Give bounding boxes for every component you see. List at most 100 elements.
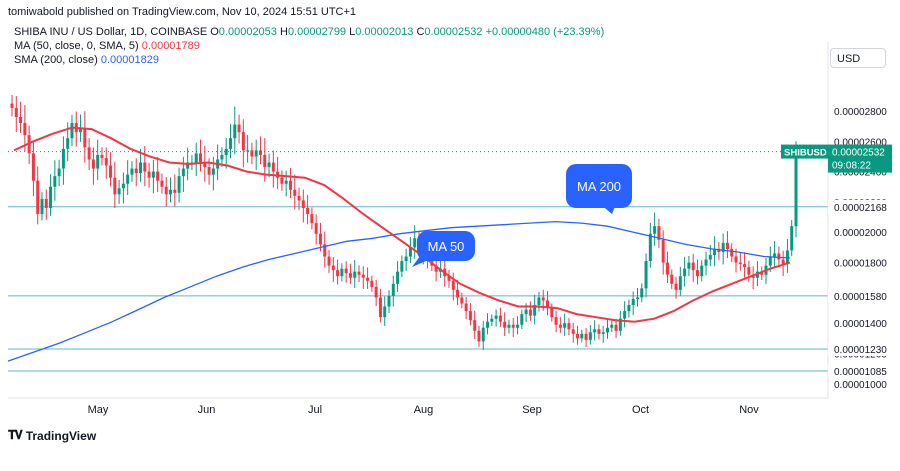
candle-body: [781, 259, 785, 265]
candle-body: [327, 256, 331, 266]
candle-body: [554, 317, 558, 325]
high-value: 0.00002799: [287, 26, 347, 38]
candle-body: [790, 226, 794, 251]
candle-body: [164, 186, 168, 195]
candle-body: [511, 324, 515, 328]
candle-body: [760, 271, 764, 275]
close-value: 0.00002532: [424, 26, 483, 38]
sma200-line: [7, 220, 791, 362]
candle-body: [357, 271, 361, 275]
candle-body: [40, 198, 44, 215]
candle-body: [220, 154, 224, 160]
candle-body: [121, 183, 125, 189]
candle-body: [344, 268, 348, 274]
candle-body: [126, 174, 130, 184]
level-label: 0.00001230: [834, 345, 887, 356]
symbol-tag-bg: [781, 144, 828, 159]
candle-body: [683, 268, 687, 277]
symbol-legend: SHIBA INU / US Dollar, 1D, COINBASE O0.0…: [14, 26, 604, 38]
candle-body: [280, 177, 284, 184]
candle-body: [533, 305, 537, 316]
candle-body: [494, 315, 498, 319]
candle-body: [537, 297, 541, 306]
candle-body: [203, 162, 207, 168]
currency-button[interactable]: USD: [830, 48, 886, 68]
candle-body: [580, 333, 584, 339]
ma50-legend[interactable]: MA (50, close, 0, SMA, 5) 0.00001789: [14, 40, 200, 52]
candle-body: [323, 244, 327, 257]
sma200-legend[interactable]: SMA (200, close) 0.00001829: [14, 54, 159, 66]
tradingview-logo-icon: 𝐓𝐕: [8, 428, 23, 442]
candle-body: [601, 332, 605, 334]
x-tick-label: Aug: [414, 404, 434, 416]
candle-body: [597, 329, 601, 334]
candle-body: [224, 148, 228, 155]
candle-body: [284, 180, 288, 184]
candle-body: [173, 189, 177, 193]
candle-body: [156, 171, 160, 181]
candle-body: [199, 153, 203, 163]
change-value: +0.00000480 (+23.39%): [485, 26, 605, 38]
candle-body: [314, 223, 318, 234]
candle-body: [100, 154, 104, 158]
y-tick-label: 0.00002600: [834, 137, 887, 148]
candle-body: [237, 124, 241, 133]
candle-body: [588, 332, 592, 340]
last-price-bg: [828, 144, 892, 173]
candle-body: [447, 276, 451, 281]
candle-body: [61, 148, 65, 169]
candle-body: [773, 253, 777, 257]
candle-body: [353, 271, 357, 278]
countdown-timer: 09:08:22: [832, 161, 871, 172]
candle-body: [83, 129, 87, 148]
candle-body: [66, 138, 70, 149]
candle-body: [408, 247, 412, 257]
candle-body: [370, 280, 374, 287]
candle-body: [657, 226, 661, 240]
candle-body: [670, 274, 674, 284]
y-tick-label: 0.00001800: [834, 259, 887, 270]
candle-body: [177, 176, 181, 193]
candle-body: [378, 297, 382, 318]
candle-body: [563, 323, 567, 328]
close-label: C: [416, 26, 425, 38]
low-label: L: [349, 26, 356, 38]
candle-body: [434, 265, 438, 272]
candle-body: [211, 168, 215, 175]
candle-body: [143, 162, 147, 172]
candle-body: [79, 129, 83, 133]
candle-body: [541, 297, 545, 301]
candle-body: [233, 124, 237, 139]
y-tick-label: 0.00002000: [834, 228, 887, 239]
candle-body: [340, 268, 344, 277]
level-label-bg: [828, 341, 892, 356]
candle-body: [293, 189, 297, 196]
candle-body: [558, 324, 562, 328]
callout-label: MA 50: [428, 239, 465, 254]
candle-body: [635, 297, 639, 299]
candle-body: [627, 305, 631, 312]
candle-body: [288, 180, 292, 190]
candle-body: [618, 318, 622, 331]
sma200-legend-label: SMA (200, close): [14, 54, 98, 66]
candle-body: [717, 248, 721, 252]
open-value: 0.00002053: [218, 26, 277, 38]
x-tick-label: Jun: [198, 404, 216, 416]
candle-body: [477, 330, 481, 342]
candle-body: [464, 303, 468, 312]
sma200-legend-value: 0.00001829: [100, 54, 159, 66]
candle-body: [87, 147, 91, 160]
tradingview-logo[interactable]: 𝐓𝐕 TradingView: [8, 428, 96, 443]
candle-body: [387, 295, 391, 307]
candle-body: [10, 103, 14, 108]
ma50-line: [13, 126, 791, 323]
candle-body: [181, 168, 185, 177]
time-axis[interactable]: May Jun Jul Aug Sep Oct Nov: [88, 404, 760, 416]
candle-body: [743, 264, 747, 268]
ma50-legend-label: MA (50, close, 0, SMA, 5): [14, 40, 139, 52]
candle-body: [267, 162, 271, 168]
candle-body: [614, 324, 618, 331]
candle-body: [653, 226, 657, 234]
